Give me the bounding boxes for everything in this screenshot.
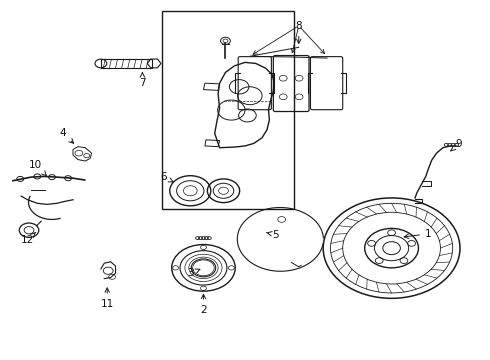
Text: 6: 6 — [160, 172, 173, 182]
Text: 9: 9 — [451, 139, 463, 151]
Text: 5: 5 — [267, 230, 279, 239]
Text: 3: 3 — [187, 268, 200, 278]
Text: 7: 7 — [139, 72, 146, 88]
Text: 2: 2 — [200, 294, 207, 315]
Text: 4: 4 — [60, 129, 74, 143]
Text: 11: 11 — [100, 288, 114, 309]
Text: 12: 12 — [21, 233, 35, 245]
Text: 8: 8 — [295, 21, 302, 44]
Text: 10: 10 — [29, 160, 47, 176]
Bar — [162, 12, 294, 209]
Text: 1: 1 — [404, 229, 432, 239]
